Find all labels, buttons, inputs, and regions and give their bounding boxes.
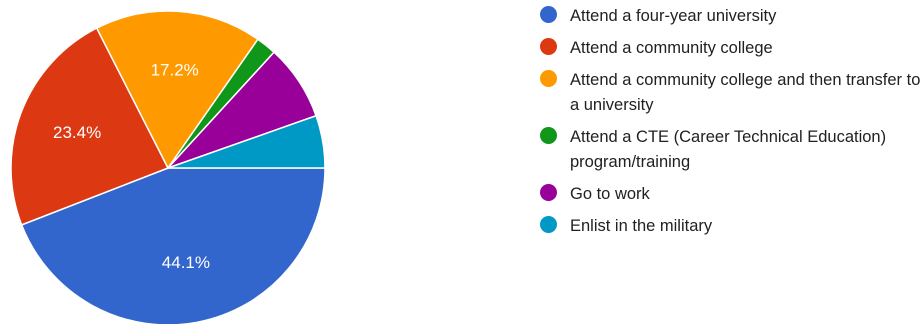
- legend-label: Go to work: [570, 185, 650, 203]
- legend-swatch: [540, 184, 557, 201]
- legend-label: Attend a community college: [570, 39, 773, 57]
- legend-item-community-college-transfer[interactable]: Attend a community college and then tran…: [540, 68, 924, 118]
- slice-percent-label: 44.1%: [162, 253, 210, 272]
- legend-item-military[interactable]: Enlist in the military: [540, 214, 924, 239]
- chart-legend: Attend a four-year university Attend a c…: [540, 4, 924, 246]
- legend-swatch: [540, 6, 557, 23]
- legend-swatch: [540, 216, 557, 233]
- slice-percent-label: 23.4%: [53, 123, 101, 142]
- legend-label: Attend a community college and then tran…: [570, 71, 921, 114]
- legend-swatch: [540, 70, 557, 87]
- legend-item-cte-program[interactable]: Attend a CTE (Career Technical Education…: [540, 125, 924, 175]
- legend-item-four-year-university[interactable]: Attend a four-year university: [540, 4, 924, 29]
- legend-label: Attend a CTE (Career Technical Education…: [570, 128, 887, 171]
- legend-swatch: [540, 38, 557, 55]
- slice-percent-label: 17.2%: [151, 60, 199, 79]
- pie-slice[interactable]: [167, 114, 326, 169]
- pie-slice[interactable]: [20, 167, 326, 324]
- pie-slice[interactable]: [95, 10, 259, 170]
- legend-swatch: [540, 127, 557, 144]
- legend-label: Enlist in the military: [570, 217, 713, 235]
- legend-item-community-college[interactable]: Attend a community college: [540, 36, 924, 61]
- pie-slice[interactable]: [10, 27, 170, 226]
- pie-chart: 44.1% 23.4% 17.2%: [10, 10, 326, 324]
- legend-item-go-to-work[interactable]: Go to work: [540, 182, 924, 207]
- legend-label: Attend a four-year university: [570, 7, 777, 25]
